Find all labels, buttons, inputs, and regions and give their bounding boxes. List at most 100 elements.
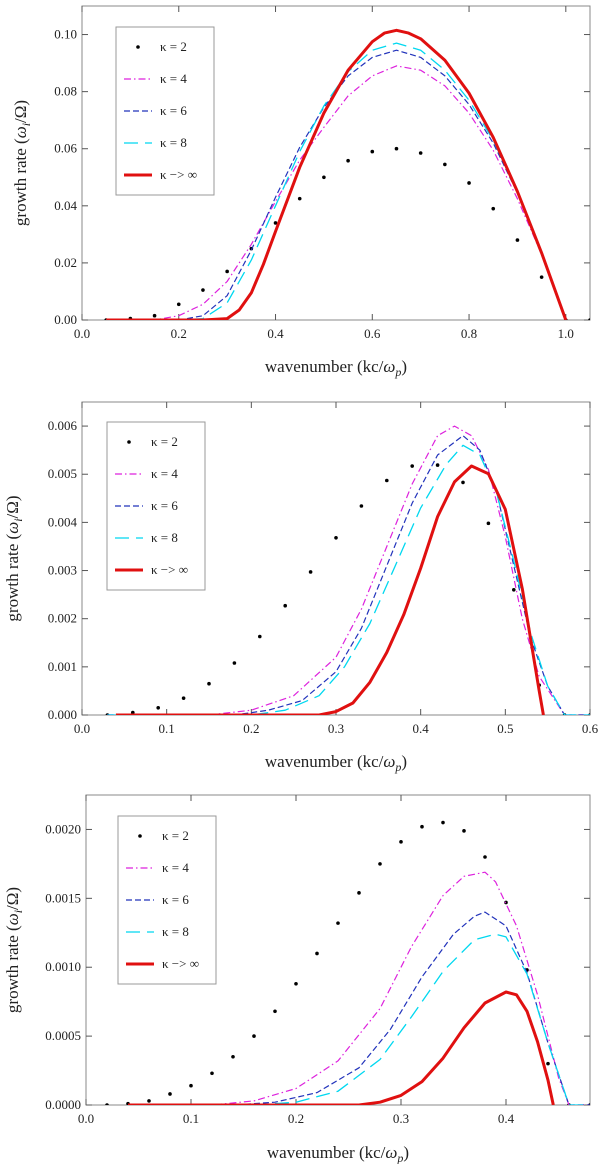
data-point — [399, 840, 403, 844]
x-tick-label: 0.3 — [393, 1111, 409, 1126]
series-line — [106, 28, 568, 320]
data-point — [336, 921, 340, 925]
x-axis-title: wavenumber (kc/ωp) — [267, 1143, 409, 1164]
x-tick-label: 0.0 — [74, 326, 90, 341]
series-k2 — [105, 463, 590, 715]
data-point — [461, 480, 465, 485]
x-tick-label: 1.0 — [558, 326, 574, 341]
x-tick-label: 0.6 — [364, 326, 381, 341]
series-line — [107, 435, 590, 715]
data-point — [181, 696, 186, 700]
legend: κ = 2 κ = 4 κ = 6 κ = 8 κ −> ∞ — [106, 421, 206, 591]
series-line — [128, 911, 590, 1105]
x-tick-label: 0.4 — [498, 1111, 515, 1126]
data-point — [515, 238, 520, 242]
data-point — [147, 1099, 151, 1103]
legend-label: κ = 2 — [162, 828, 189, 843]
x-tick-label: 0.3 — [328, 721, 344, 736]
data-point — [176, 302, 181, 307]
legend-label: κ = 6 — [162, 892, 189, 907]
legend-label: κ = 8 — [151, 530, 178, 545]
data-point — [512, 588, 516, 592]
y-tick-label: 0.0005 — [45, 1028, 81, 1043]
series-line — [106, 65, 567, 320]
y-tick-label: 0.005 — [48, 466, 77, 481]
data-point — [152, 313, 157, 318]
data-point — [231, 1054, 235, 1059]
data-point — [378, 862, 382, 866]
y-tick-label: 0.04 — [54, 198, 77, 213]
data-point — [467, 181, 471, 185]
y-tick-label: 0.02 — [54, 255, 77, 270]
y-tick-label: 0.003 — [48, 563, 77, 578]
legend-label: κ = 2 — [151, 434, 178, 449]
legend-label: κ = 4 — [162, 860, 189, 875]
data-point — [232, 661, 237, 665]
data-point — [322, 175, 326, 180]
data-point — [210, 1071, 214, 1076]
legend-label: κ −> ∞ — [162, 956, 199, 971]
y-axis-title: growth rate (ωi/Ω) — [3, 495, 25, 621]
data-point — [273, 1009, 277, 1014]
data-point — [420, 824, 424, 829]
data-point — [588, 318, 590, 320]
legend-label: κ = 6 — [160, 103, 187, 118]
x-tick-label: 0.4 — [267, 326, 284, 341]
data-point — [308, 570, 313, 574]
data-point — [462, 829, 466, 833]
y-tick-label: 0.004 — [48, 514, 78, 529]
y-tick-label: 0.10 — [54, 27, 77, 42]
data-point — [252, 1034, 256, 1038]
legend: κ = 2 κ = 4 κ = 6 κ = 8 κ −> ∞ — [117, 815, 217, 985]
data-point — [410, 464, 415, 468]
x-tick-label: 0.2 — [171, 326, 187, 341]
chart-3: 0.0000 0.0005 0.0010 0.0015 0.0020 0.0 0.1 0.2 0… — [3, 794, 591, 1165]
x-tick-label: 0.4 — [413, 721, 430, 736]
data-point — [346, 158, 350, 163]
data-point — [443, 162, 447, 167]
x-tick-label: 0.8 — [461, 326, 477, 341]
data-point — [283, 603, 288, 608]
legend-box — [106, 421, 206, 591]
data-point — [258, 634, 262, 639]
data-point — [491, 206, 496, 211]
data-point — [334, 535, 338, 540]
data-point — [168, 1092, 172, 1096]
series-k6 — [128, 911, 590, 1105]
x-axis-title: wavenumber (kc/ωp) — [265, 752, 407, 774]
data-point — [486, 521, 491, 526]
series-k8 — [107, 444, 590, 715]
data-point — [297, 196, 302, 201]
data-point — [315, 951, 319, 956]
series-k2 — [104, 146, 590, 320]
series-kinf — [128, 990, 555, 1105]
data-point — [441, 820, 445, 825]
series-kinf — [115, 464, 545, 715]
legend-box — [115, 26, 215, 196]
data-point — [546, 1061, 550, 1066]
y-tick-label: 0.0010 — [45, 959, 81, 974]
data-point — [359, 504, 364, 508]
series-line — [128, 933, 590, 1105]
data-point — [385, 478, 389, 483]
data-point — [357, 891, 361, 895]
data-point — [418, 151, 423, 155]
data-point — [539, 275, 544, 279]
series-line — [128, 990, 555, 1105]
data-point — [370, 149, 375, 154]
chart-2: 0.000 0.001 0.002 0.003 0.004 0.005 0.006 0.0 0.… — [3, 401, 599, 774]
data-point — [483, 855, 487, 859]
data-point — [131, 710, 135, 715]
series-k8 — [128, 933, 590, 1105]
legend-marker — [138, 834, 142, 838]
data-point — [294, 981, 298, 986]
x-tick-label: 0.2 — [243, 721, 259, 736]
y-tick-label: 0.0020 — [45, 821, 81, 836]
data-point — [189, 1083, 193, 1088]
data-point — [201, 288, 205, 292]
y-axis-title: growth rate (ωi/Ω) — [3, 887, 25, 1013]
series-k4 — [106, 65, 567, 320]
plot-frame — [81, 5, 591, 321]
